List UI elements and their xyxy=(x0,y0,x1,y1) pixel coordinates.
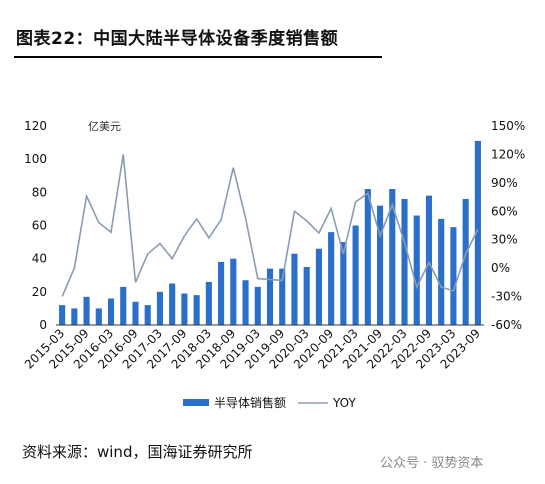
y-right-tick-label: -30% xyxy=(491,290,522,304)
y-left-tick-label: 40 xyxy=(32,252,47,266)
chart-title: 图表22：中国大陆半导体设备季度销售额 xyxy=(16,29,339,49)
bar-2020-06 xyxy=(315,248,322,325)
y-left-tick-label: 100 xyxy=(24,152,47,166)
legend-line-label: YOY xyxy=(332,396,356,410)
bar-2022-09 xyxy=(425,195,433,325)
legend: 半导体销售额 YOY xyxy=(183,395,356,410)
y-right-tick-label: -60% xyxy=(491,318,522,332)
bar-2021-09 xyxy=(377,205,384,325)
bar-2015-03 xyxy=(59,305,66,325)
bar-2020-09 xyxy=(328,232,335,325)
y-right-tick-label: 30% xyxy=(491,233,518,247)
bar-2018-06 xyxy=(218,261,225,325)
title-underline xyxy=(14,56,382,58)
y-unit-label: 亿美元 xyxy=(88,120,121,133)
bar-2020-03 xyxy=(303,266,310,325)
legend-bar-swatch xyxy=(183,399,209,406)
bar-2023-03 xyxy=(450,227,457,325)
bar-2019-09 xyxy=(279,268,286,325)
y-left-ticks: 0 20 40 60 80 100 120 xyxy=(24,119,47,332)
y-right-ticks: -60% -30% 0% 30% 60% 90% 120% 150% xyxy=(491,119,525,332)
watermark: 公众号 · 驭势资本 xyxy=(380,456,484,471)
y-left-tick-label: 80 xyxy=(32,185,47,199)
bar-2022-12 xyxy=(438,218,445,325)
y-right-tick-label: 150% xyxy=(491,119,525,133)
bar-2023-06 xyxy=(462,198,469,325)
y-left-tick-label: 0 xyxy=(39,318,47,332)
y-right-tick-label: 0% xyxy=(491,261,510,275)
y-right-tick-label: 120% xyxy=(491,147,525,161)
bar-2017-03 xyxy=(156,291,163,325)
bar-2017-09 xyxy=(181,293,188,325)
bar-2016-12 xyxy=(144,305,151,325)
y-left-tick-label: 120 xyxy=(24,119,47,133)
bar-2019-03 xyxy=(254,286,261,325)
y-right-tick-label: 90% xyxy=(491,176,518,190)
bar-series xyxy=(59,140,481,325)
bar-2016-06 xyxy=(120,286,127,325)
bar-2016-03 xyxy=(107,298,115,325)
bar-2015-12 xyxy=(95,308,102,325)
bar-2021-12 xyxy=(389,189,396,325)
chart: 亿美元 0 20 40 60 80 100 120 -60% -30% 0% 30% 60% 90% 1… xyxy=(22,119,525,410)
y-right-tick-label: 60% xyxy=(491,204,518,218)
bar-2019-06 xyxy=(266,268,274,325)
bar-2015-06 xyxy=(71,308,78,325)
bar-2020-12 xyxy=(340,242,347,325)
y-left-tick-label: 20 xyxy=(32,285,47,299)
bar-2018-12 xyxy=(242,280,249,325)
bar-2019-12 xyxy=(291,253,298,325)
bar-2021-03 xyxy=(352,225,359,325)
legend-bar-label: 半导体销售额 xyxy=(214,395,286,410)
bar-2018-03 xyxy=(205,281,212,325)
x-ticks: 2015-032015-092016-032016-092017-032017-… xyxy=(22,326,483,371)
yoy-line xyxy=(61,154,479,297)
bar-2015-09 xyxy=(83,296,90,325)
source-note: 资料来源：wind，国海证券研究所 xyxy=(22,443,253,461)
bar-2018-09 xyxy=(230,258,237,325)
bar-2017-12 xyxy=(193,295,200,325)
bar-2022-03 xyxy=(401,198,408,325)
bar-2021-06 xyxy=(364,189,371,325)
bar-2023-09 xyxy=(474,140,481,325)
bar-2017-06 xyxy=(169,283,176,325)
bar-2016-09 xyxy=(132,301,139,325)
y-left-tick-label: 60 xyxy=(32,219,47,233)
bar-2022-06 xyxy=(413,215,420,325)
